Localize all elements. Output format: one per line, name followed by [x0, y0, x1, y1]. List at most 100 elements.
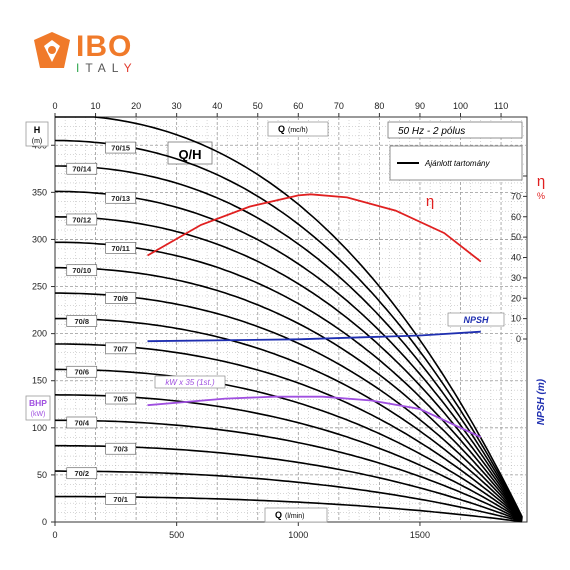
head-curve-label: 70/7 [113, 344, 128, 353]
head-curve-label-box [105, 342, 136, 355]
head-curve-label: 70/4 [74, 418, 89, 427]
left-axis-tick-label: 50 [37, 470, 47, 480]
head-curve-label: 70/12 [72, 215, 91, 224]
bottom-axis-tick-label: 1500 [410, 530, 430, 540]
head-curve-label-box [66, 213, 98, 226]
head-curve-label: 70/5 [113, 395, 128, 404]
head-curve-label: 70/14 [72, 165, 92, 174]
eta-axis-unit: % [537, 191, 545, 201]
top-axis-tick-label: 100 [453, 101, 468, 111]
head-curve-label-box [66, 264, 98, 277]
subtitle-box [387, 121, 523, 139]
npsh-axis-label: NPSH (m) [536, 378, 547, 425]
top-axis-label: Q [278, 124, 285, 134]
head-curve-label-box [105, 242, 136, 254]
left-axis-tick-label: 0 [42, 517, 47, 527]
bhp-axis-label: BHP [29, 398, 47, 408]
bottom-axis-label-box [264, 507, 328, 523]
right-axis-tick-label: 0 [516, 334, 521, 344]
legend-label: Ajánlott tartomány [424, 159, 490, 168]
right-axis-tick-label: 70 [511, 191, 521, 201]
top-axis-tick-label: 0 [52, 101, 57, 111]
right-axis-tick-label: 40 [511, 253, 521, 263]
head-curve-label-box [105, 442, 136, 455]
npsh-curve-label: NPSH [463, 315, 489, 325]
head-curve-label: 70/9 [113, 294, 128, 303]
chart-title: Q/H [178, 147, 201, 162]
top-axis-label-box [267, 121, 329, 137]
logo-brand-text: IBO [76, 30, 133, 63]
head-curve-label: 70/13 [111, 194, 130, 203]
head-curve-label: 70/2 [74, 469, 89, 478]
top-axis-tick-label: 60 [293, 101, 303, 111]
efficiency-curve-label: η [426, 193, 434, 210]
head-curve-label-box [105, 392, 136, 405]
left-axis-tick-label: 350 [32, 187, 47, 197]
left-axis-tick-label: 300 [32, 234, 47, 244]
y-axis-unit: (m) [32, 138, 43, 145]
head-curve-70-4 [55, 419, 523, 522]
right-axis-tick-label: 30 [511, 273, 521, 283]
y-axis-label: H [34, 125, 41, 135]
eta-axis-symbol: η [537, 173, 545, 190]
head-curve-label-box [66, 162, 98, 175]
right-axis-tick-label: 10 [511, 314, 521, 324]
head-curve-label-box [66, 315, 98, 327]
top-axis-tick-label: 50 [253, 101, 263, 111]
right-axis-tick-label: 50 [511, 232, 521, 242]
head-curve-70-10 [55, 266, 523, 520]
head-curve-label: 70/11 [112, 244, 130, 253]
ibo-italy-logo: IBO ITALY [30, 26, 160, 80]
head-curve-70-13 [55, 190, 523, 519]
ibo-logo-icon [34, 32, 70, 68]
head-curve-label-box [105, 191, 136, 204]
top-axis-tick-label: 10 [91, 101, 101, 111]
head-curve-label: 70/1 [113, 495, 128, 504]
bottom-axis-tick-label: 500 [169, 530, 184, 540]
top-axis-tick-label: 30 [172, 101, 182, 111]
top-axis-tick-label: 90 [415, 101, 425, 111]
head-curve-70-6 [55, 368, 523, 521]
head-curve-label-box [66, 467, 98, 480]
top-axis-tick-label: 110 [494, 101, 508, 111]
top-axis-unit: (mc/h) [288, 127, 308, 134]
left-axis-tick-label: 200 [32, 329, 47, 339]
top-axis-tick-label: 70 [334, 101, 344, 111]
head-curve-label: 70/8 [74, 317, 89, 326]
head-curve-label-box [105, 493, 136, 505]
power-curve [147, 395, 482, 439]
power-curve-label: kW x 35 (1st.) [165, 378, 215, 387]
bhp-axis-unit: (kW) [31, 411, 46, 418]
right-axis-tick-label: 60 [511, 212, 521, 222]
top-axis-tick-label: 20 [131, 101, 141, 111]
chart-subtitle: 50 Hz - 2 pólus [398, 126, 465, 137]
logo-sub-text: ITALY [76, 61, 138, 75]
y-axis-label-box [25, 121, 49, 147]
bottom-axis-tick-label: 1000 [288, 530, 308, 540]
head-curve-label-box [66, 416, 98, 429]
left-axis-tick-label: 100 [32, 423, 47, 433]
bhp-label-box [25, 395, 51, 421]
head-curve-label: 70/3 [113, 445, 128, 454]
bottom-axis-tick-label: 0 [52, 530, 57, 540]
right-axis-tick-label: 20 [511, 293, 521, 303]
head-curve-70-2 [55, 470, 523, 523]
head-curve-label: 70/10 [72, 266, 91, 275]
head-curve-label: 70/15 [111, 144, 130, 153]
left-axis-tick-label: 250 [32, 282, 47, 292]
head-curve-label-box [105, 141, 136, 154]
head-curve-70-14 [55, 165, 523, 518]
npsh-label-box [447, 312, 505, 327]
head-curve-label-box [66, 365, 98, 378]
head-curve-70-16 [55, 116, 523, 518]
top-axis-tick-label: 40 [212, 101, 222, 111]
top-axis-tick-label: 80 [374, 101, 384, 111]
bottom-axis-unit: (l/min) [285, 513, 304, 520]
efficiency-curve [147, 193, 482, 263]
npsh-curve [147, 330, 481, 343]
power-label-box [154, 375, 226, 389]
head-curve-70-8 [55, 317, 523, 521]
bottom-axis-label: Q [275, 510, 282, 520]
head-curve-label: 70/6 [74, 368, 89, 377]
